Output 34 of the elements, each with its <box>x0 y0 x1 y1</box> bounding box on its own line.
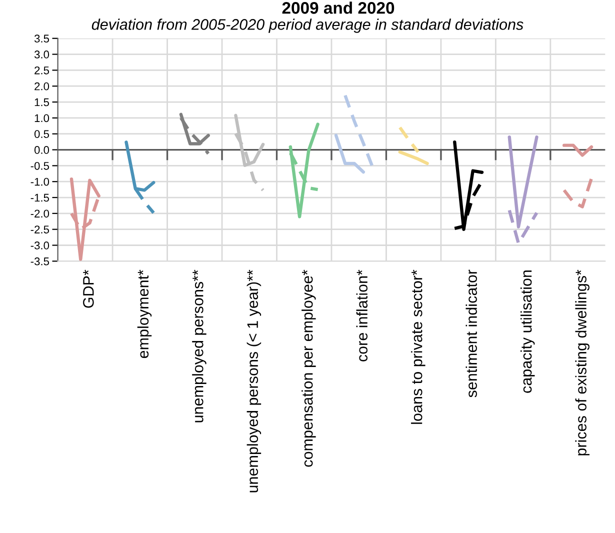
y-tick-label: -2.0 <box>30 210 50 218</box>
line-series <box>398 150 429 166</box>
x-tick-label: GDP* <box>83 270 94 308</box>
y-tick-label: -1.0 <box>30 178 50 186</box>
x-tick-label: capacity utilisation <box>520 270 535 393</box>
line-series <box>562 176 594 208</box>
y-tick-label: 3.5 <box>34 34 50 43</box>
y-tick-label: 2.0 <box>34 82 50 90</box>
x-tick-label: unemployed persons** <box>192 270 206 422</box>
chart-title: 2009 and 2020 <box>282 2 394 14</box>
y-tick-label: -0.5 <box>30 162 50 170</box>
y-tick-label: 3.0 <box>34 50 50 58</box>
x-tick-label: employment* <box>137 270 152 358</box>
y-tick-label: -1.5 <box>30 194 50 202</box>
y-tick-label: 1.5 <box>34 98 50 106</box>
x-tick-label: compensation per employee* <box>302 270 316 467</box>
x-tick-label: loans to private sector* <box>411 270 426 424</box>
y-tick-label: -3.0 <box>30 242 50 250</box>
x-tick-label: sentiment indicator <box>466 270 477 398</box>
line-series <box>453 140 484 231</box>
y-tick-label: 0.0 <box>34 146 50 154</box>
y-tick-label: -2.5 <box>30 226 50 234</box>
line-series <box>288 122 320 218</box>
x-tick-label: prices of existing dwellings* <box>575 270 590 456</box>
line-series <box>179 116 210 156</box>
y-tick-label: 1.0 <box>34 114 50 122</box>
x-tick-label: core inflation* <box>356 270 368 362</box>
x-tick-label: unemployed persons (< 1 year)** <box>246 270 262 492</box>
line-series <box>508 208 538 245</box>
y-tick-label: -3.5 <box>30 257 50 266</box>
chart-subtitle: deviation from 2005-2020 period average in standard deviations <box>92 18 524 33</box>
line-series <box>344 94 374 169</box>
y-tick-label: 2.5 <box>34 66 50 74</box>
y-tick-label: 0.5 <box>34 130 50 138</box>
